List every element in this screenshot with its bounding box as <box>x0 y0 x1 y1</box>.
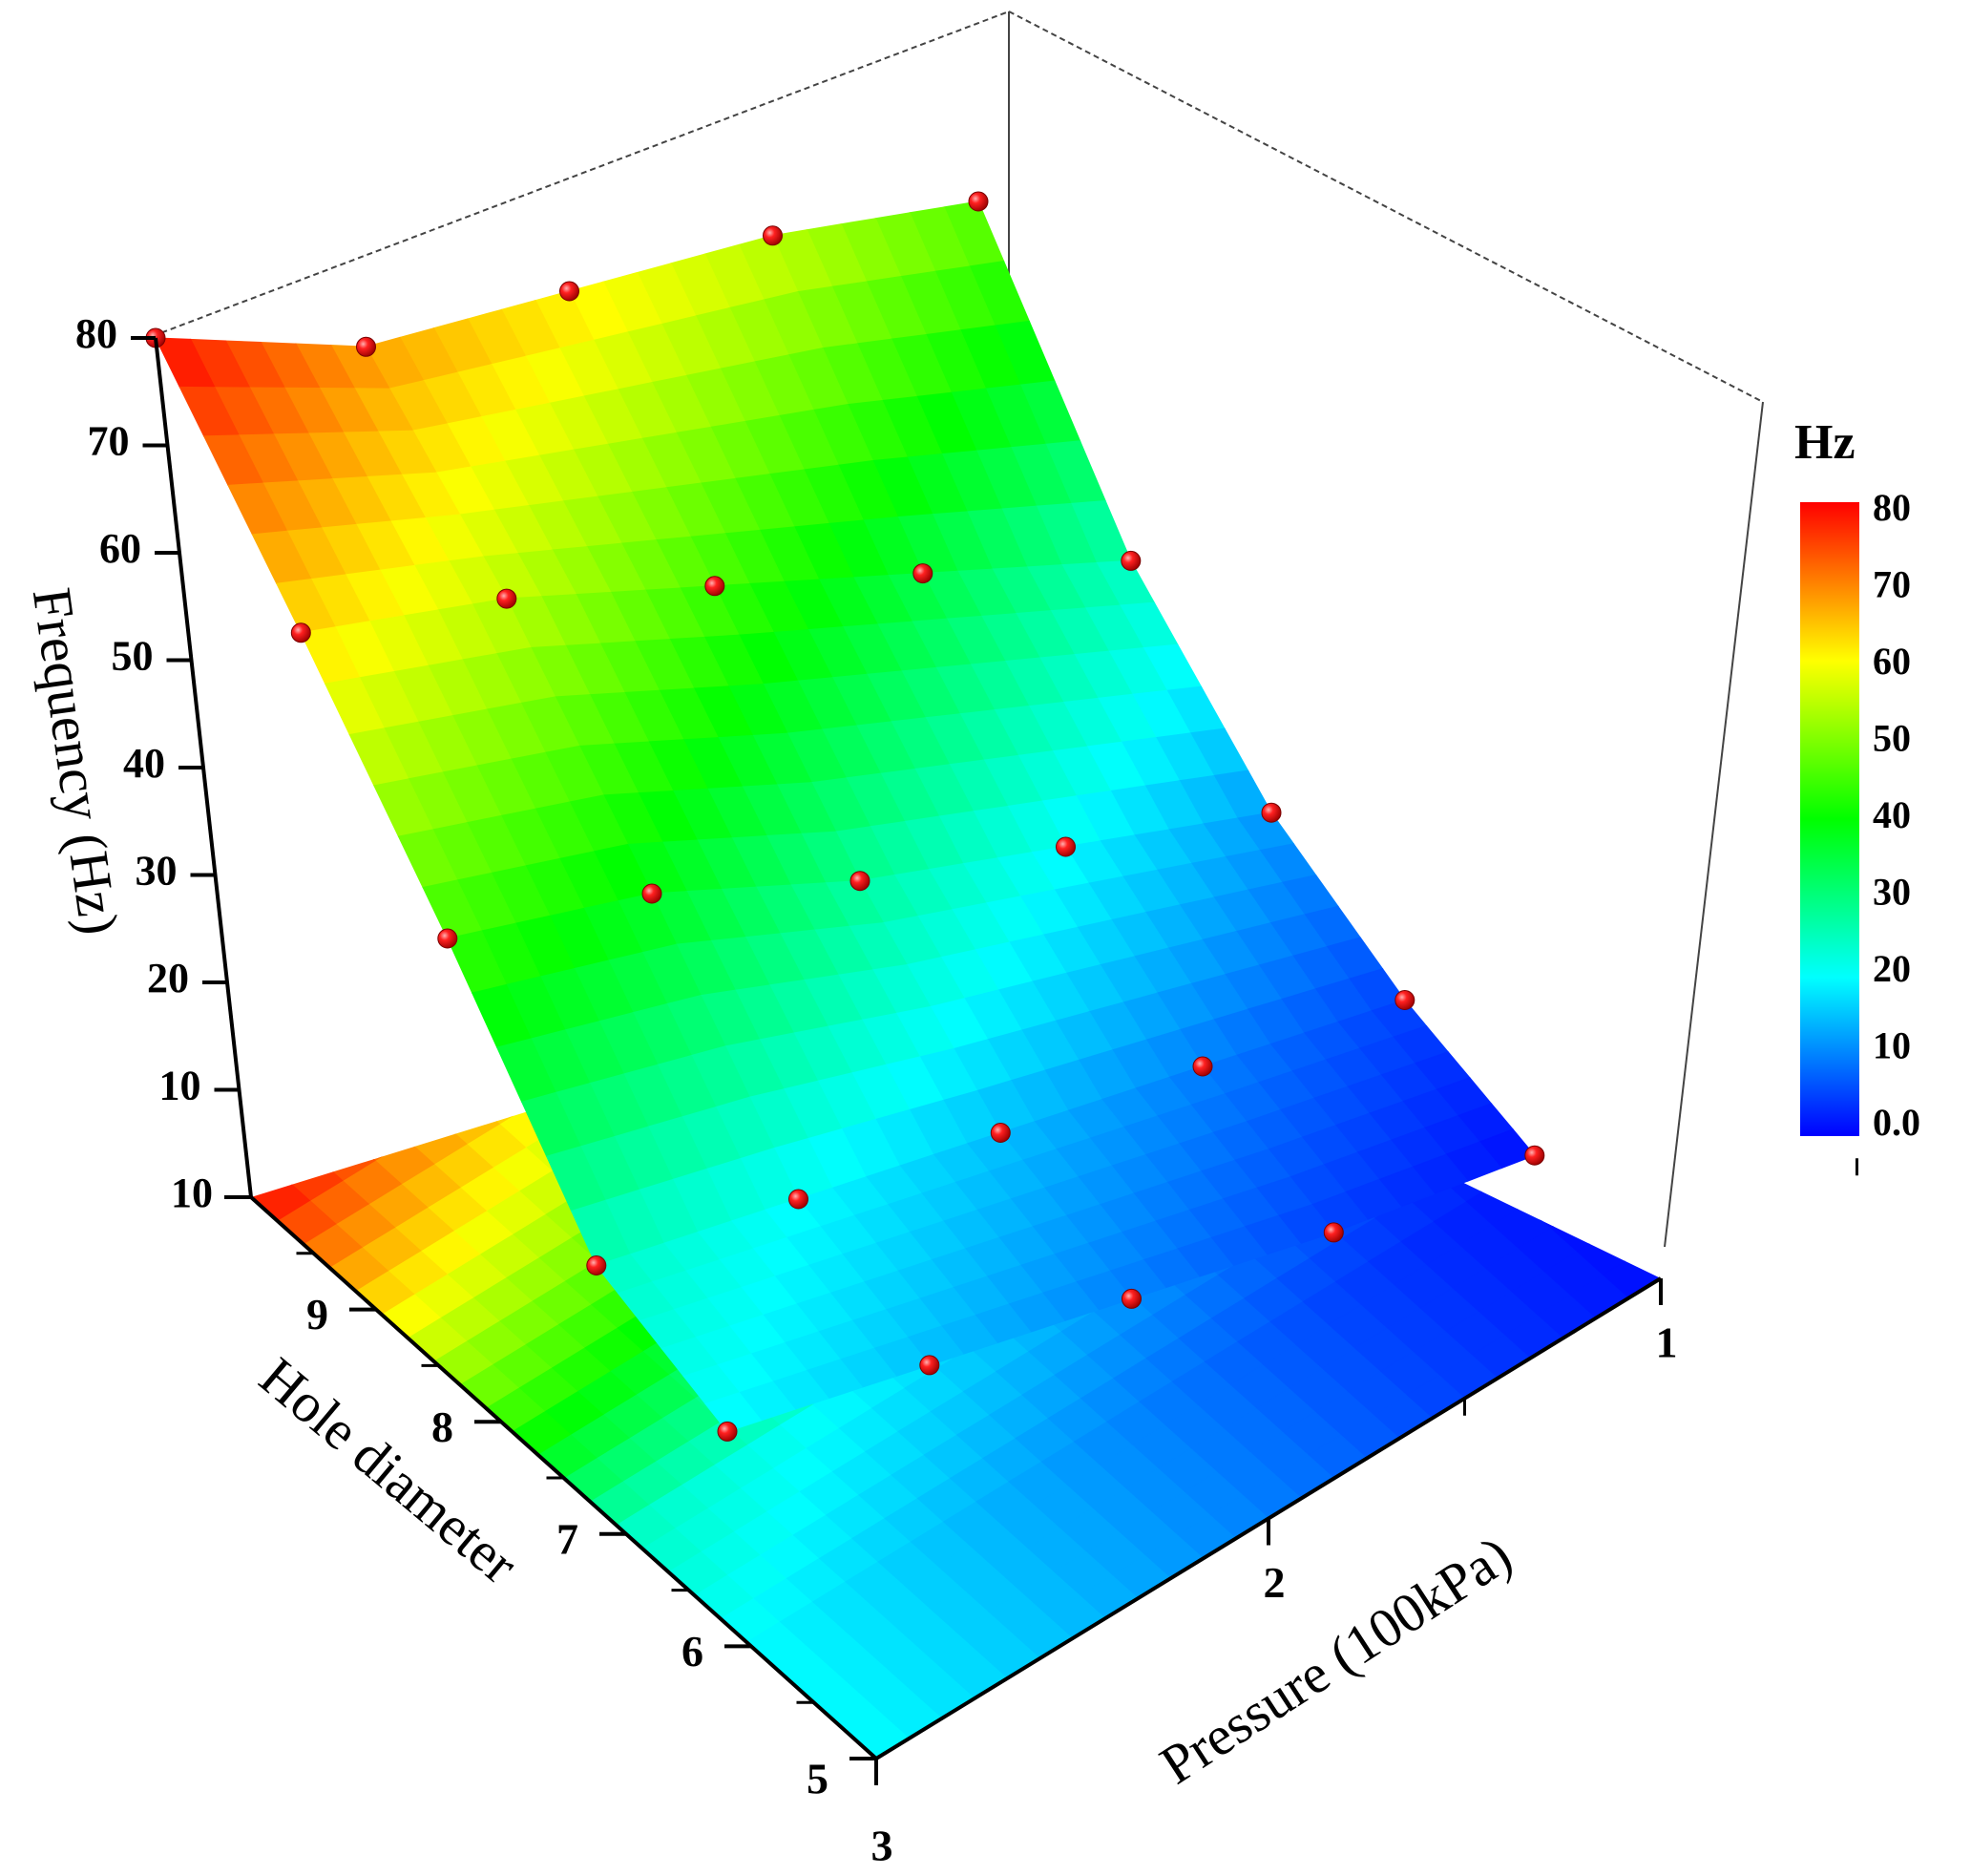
data-point <box>641 883 662 904</box>
data-point <box>968 191 989 212</box>
data-point <box>1261 802 1282 823</box>
data-point <box>990 1123 1011 1143</box>
tick-marks <box>131 336 1858 1785</box>
tick-labels: 10 10 20 30 40 50 60 70 80 5 6 7 8 9 1 2 3 <box>75 310 1678 1869</box>
floor-cell <box>446 1056 507 1102</box>
data-point <box>919 1355 940 1376</box>
colorbar-tick-label: 80 <box>1873 486 1911 529</box>
data-point <box>1323 1222 1344 1243</box>
y-tick-label: 9 <box>306 1290 328 1338</box>
data-point <box>1122 1288 1142 1309</box>
y-tick-label: 8 <box>431 1402 453 1451</box>
y-tick-label: 6 <box>681 1627 703 1676</box>
data-point <box>356 336 376 357</box>
surface-cell <box>704 1392 763 1433</box>
data-point <box>496 588 517 609</box>
y-tick-label: 7 <box>556 1514 578 1563</box>
data-point <box>788 1189 808 1210</box>
data-point <box>717 1421 738 1442</box>
colorbar-tick-label: 50 <box>1873 717 1911 760</box>
colorbar-tick-label: 40 <box>1873 793 1911 836</box>
z-tick-label: 80 <box>75 310 117 357</box>
colorbar-tick-label: 10 <box>1873 1024 1911 1067</box>
data-point <box>1192 1056 1213 1077</box>
x-axis-title: Pressure (100kPa) <box>1149 1524 1522 1796</box>
data-point <box>849 871 870 892</box>
floor-cell <box>413 1076 474 1122</box>
z-tick-label: 20 <box>147 955 189 1001</box>
data-point <box>437 928 458 949</box>
y-tick-label: 5 <box>807 1755 828 1803</box>
data-point <box>559 281 579 302</box>
data-point <box>763 225 783 246</box>
colorbar-tick-label: 20 <box>1873 947 1911 990</box>
z-tick-label: 60 <box>99 525 141 572</box>
z-tick-label: 70 <box>88 418 130 465</box>
x-tick-label: 3 <box>871 1822 893 1870</box>
data-point <box>1121 550 1142 571</box>
x-tick-label: 2 <box>1264 1558 1286 1607</box>
data-point <box>1056 836 1076 857</box>
z-tick-label: 10 <box>159 1063 201 1109</box>
colorbar-ticks: 0.0 10 20 30 40 50 60 70 80 <box>1873 486 1920 1144</box>
data-point <box>704 576 725 597</box>
z-tick-label: 10 <box>171 1170 213 1216</box>
floor-cell <box>381 1096 442 1142</box>
box-edge <box>1008 11 1764 403</box>
colorbar: Hz 0.0 10 20 30 40 50 60 70 80 <box>1794 415 1920 1144</box>
x-tick-label: 1 <box>1656 1318 1678 1367</box>
z-tick-label: 50 <box>112 633 154 680</box>
frequency-surface <box>155 200 1536 1433</box>
z-tick-label: 30 <box>136 848 178 895</box>
box-edge <box>1664 401 1764 1248</box>
colorbar-title: Hz <box>1794 415 1856 470</box>
data-point <box>912 563 933 584</box>
data-points <box>145 191 1545 1442</box>
data-point <box>1394 990 1415 1010</box>
colorbar-tick-label: 0.0 <box>1873 1101 1920 1144</box>
data-point <box>586 1255 607 1275</box>
colorbar-tick-label: 60 <box>1873 640 1911 683</box>
data-point <box>290 622 311 643</box>
colorbar-tick-label: 70 <box>1873 563 1911 606</box>
z-tick-label: 40 <box>123 740 165 787</box>
data-point <box>1524 1145 1545 1166</box>
colorbar-gradient <box>1800 502 1859 1136</box>
floor-cell <box>1497 1160 1558 1206</box>
colorbar-tick-label: 30 <box>1873 871 1911 914</box>
